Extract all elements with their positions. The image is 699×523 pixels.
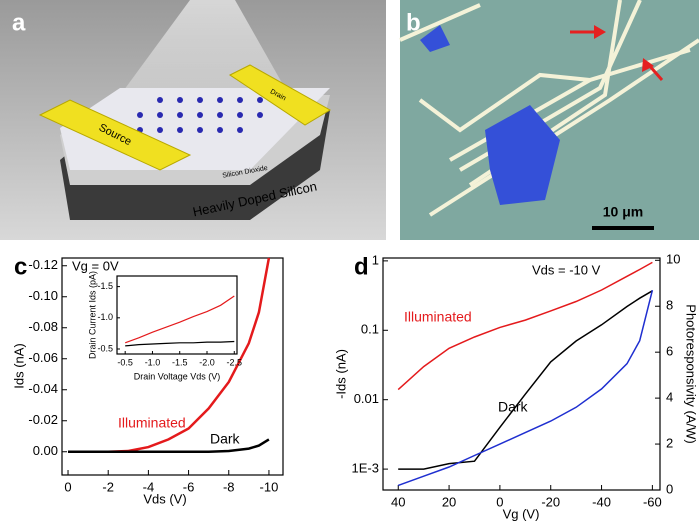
- x-tick-label: -10: [260, 479, 279, 494]
- source-electrode: [38, 99, 192, 171]
- plot-frame: [382, 257, 661, 491]
- y-tick-label: -0.04: [28, 381, 58, 396]
- series-line: [397, 261, 653, 391]
- y2-tick-label: 6: [666, 344, 673, 359]
- x-tick-label: 20: [442, 494, 456, 509]
- x-tick-label: -6: [183, 479, 195, 494]
- y-tick-label: -0.12: [28, 257, 58, 272]
- y2-tick-label: 0: [666, 481, 673, 496]
- panel-letter: c: [14, 253, 27, 280]
- flake: [485, 105, 560, 205]
- y2-axis-label: Photoresponsivity (A/W): [684, 304, 699, 443]
- y-tick-label: 1E-3: [352, 461, 379, 476]
- x-axis-label: Drain Voltage Vds (V): [134, 371, 221, 381]
- panel-letter: d: [354, 253, 369, 280]
- y2-tick-label: 10: [666, 252, 680, 267]
- annotation: Vds = -10 V: [532, 262, 601, 277]
- series-line: [398, 290, 653, 470]
- series-label: Illuminated: [404, 309, 472, 325]
- x-tick-label: -20: [541, 494, 560, 509]
- panel-b: 10 μm b: [399, 0, 699, 240]
- x-tick-label: -4: [143, 479, 155, 494]
- y-tick-label: -1.5: [97, 281, 113, 291]
- flake-small: [420, 25, 450, 52]
- y-axis-label: Drain Current Ids (pA): [87, 271, 97, 359]
- arrows-b: [570, 25, 664, 81]
- panel-letter: b: [406, 9, 421, 36]
- x-tick-label: -1.0: [145, 357, 161, 367]
- x-tick-label: 0: [64, 479, 71, 494]
- series-label: Dark: [498, 399, 529, 415]
- series-label: Illuminated: [118, 415, 186, 431]
- atoms: [117, 97, 263, 133]
- x-tick-label: -0.5: [117, 357, 133, 367]
- x-tick-label: -8: [223, 479, 235, 494]
- panel-a: Source Drain Silicon Dioxide Heavily Dop…: [0, 0, 386, 240]
- y-tick-label: -0.02: [28, 412, 58, 427]
- y-tick-label: -1.0: [97, 312, 113, 322]
- scale-label: 10 μm: [603, 204, 643, 220]
- y2-tick-label: 2: [666, 435, 673, 450]
- y-axis-label: -Ids (nA): [333, 349, 348, 399]
- series-line: [125, 340, 235, 347]
- x-axis-label: Vds (V): [143, 491, 186, 506]
- x-tick-label: -60: [643, 494, 662, 509]
- y2-tick-label: 4: [666, 390, 673, 405]
- x-tick-label: -2.5: [227, 357, 243, 367]
- drain-electrode: [229, 64, 331, 126]
- scale-bar: [592, 226, 654, 230]
- plot-frame: [116, 275, 238, 355]
- x-tick-label: -40: [592, 494, 611, 509]
- panel-letter: a: [12, 9, 26, 36]
- y-tick-label: 0.1: [361, 322, 379, 337]
- series-line: [397, 290, 654, 487]
- y-tick-label: 0.01: [354, 391, 379, 406]
- y-tick-label: -0.10: [28, 288, 58, 303]
- annotation: Vg = 0V: [72, 258, 119, 273]
- y-tick-label: 1: [372, 252, 379, 267]
- y-axis-label: Ids (nA): [11, 343, 26, 389]
- y-tick-label: 0.00: [33, 443, 58, 458]
- x-tick-label: -2: [102, 479, 114, 494]
- y-tick-label: -0.5: [97, 343, 113, 353]
- x-tick-label: 0: [496, 494, 503, 509]
- x-tick-label: -2.0: [199, 357, 215, 367]
- series-label: Dark: [210, 431, 241, 447]
- series-line: [124, 295, 235, 344]
- y-tick-label: -0.06: [28, 350, 58, 365]
- y-tick-label: -0.08: [28, 319, 58, 334]
- series-line: [68, 438, 270, 454]
- y2-tick-label: 8: [666, 298, 673, 313]
- x-axis-label: Vg (V): [503, 506, 540, 521]
- x-tick-label: 40: [391, 494, 405, 509]
- x-tick-label: -1.5: [172, 357, 188, 367]
